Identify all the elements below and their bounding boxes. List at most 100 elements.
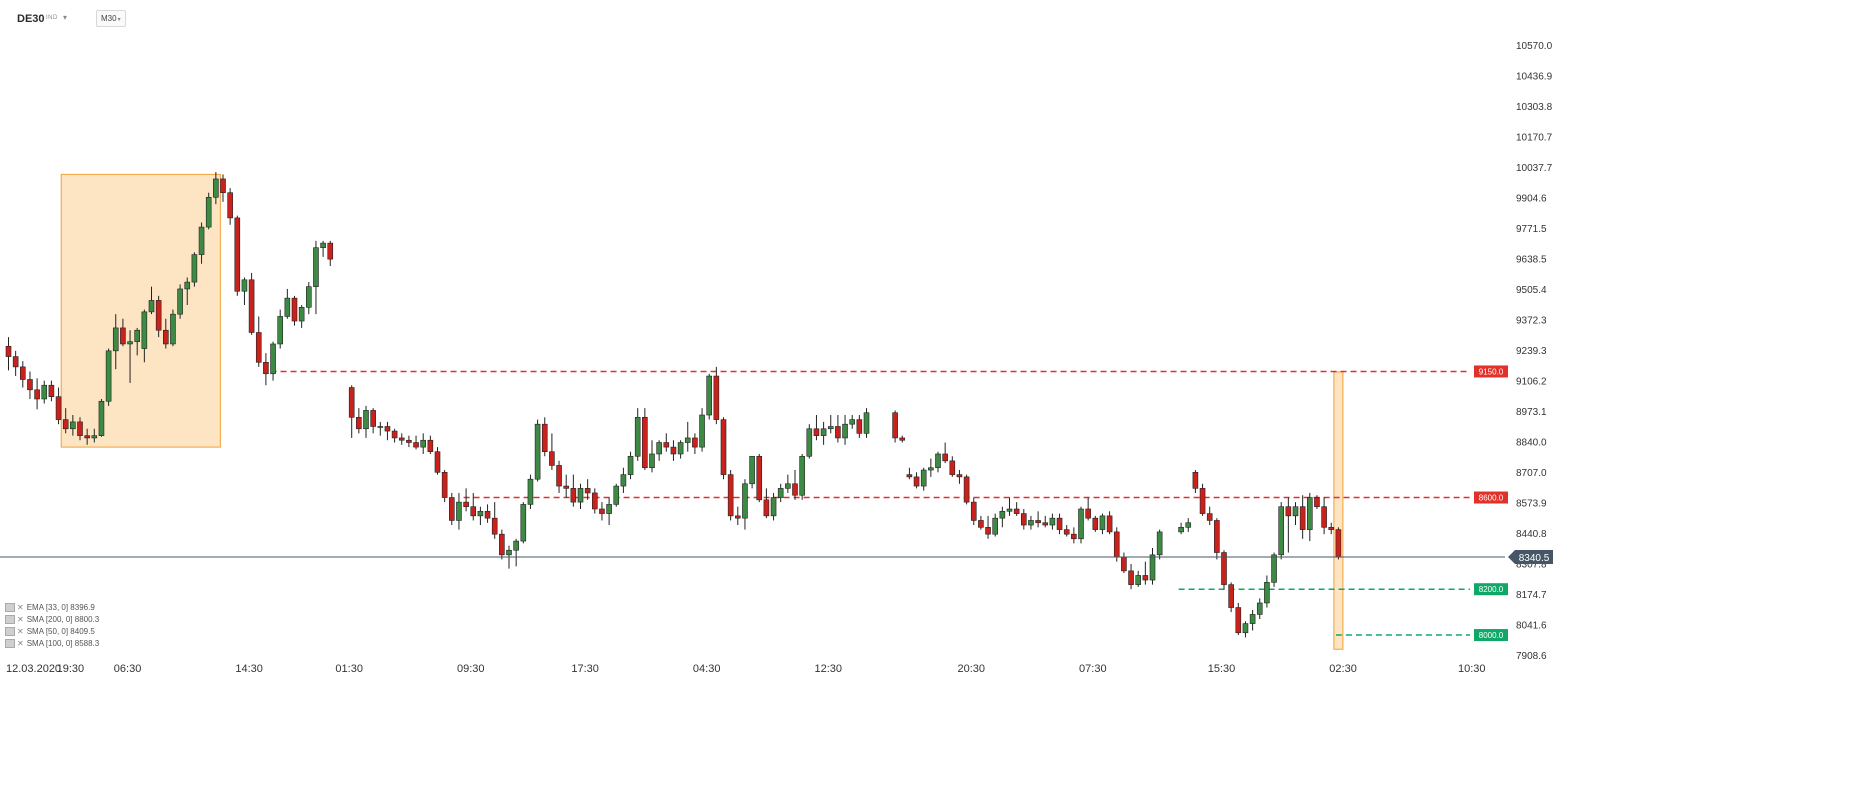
y-tick-label: 8973.1 xyxy=(1516,407,1547,418)
legend-close-icon[interactable]: ✕ xyxy=(17,639,24,648)
candle xyxy=(184,277,191,305)
y-tick-label: 8174.7 xyxy=(1516,590,1547,601)
x-tick-label: 12.03.2020 xyxy=(6,663,61,675)
legend-row-sma-100[interactable]: ✕ SMA [100, 0] 8588.3 xyxy=(5,638,99,650)
candle xyxy=(606,497,612,526)
level-tag-9150-0[interactable]: 9150.0 xyxy=(1474,365,1508,378)
candle xyxy=(813,415,820,441)
candle xyxy=(84,428,90,445)
candle-body xyxy=(692,437,698,448)
candle xyxy=(1092,515,1099,532)
candle xyxy=(720,417,727,480)
candle-body xyxy=(563,485,570,489)
y-tick-label: 10303.8 xyxy=(1516,102,1553,113)
candlestick-chart[interactable]: 10570.0 10436.9 10303.8 10170.7 10037.7 9904.… xyxy=(0,0,1563,680)
x-tick-label: 15:30 xyxy=(1208,663,1236,675)
candle-body xyxy=(320,242,326,248)
candle xyxy=(420,433,427,454)
candle xyxy=(727,470,734,521)
candle xyxy=(770,492,777,521)
legend-row-ema-33[interactable]: ✕ EMA [33, 0] 8396.9 xyxy=(5,602,99,614)
candle xyxy=(584,479,591,500)
legend-label: SMA [50, 0] xyxy=(26,627,69,636)
x-tick-label: 14:30 xyxy=(235,663,263,675)
candle-body xyxy=(985,527,991,535)
candle xyxy=(1006,497,1013,516)
candle xyxy=(5,337,12,371)
candle-body xyxy=(1206,513,1213,521)
level-tag-label: 8200.0 xyxy=(1479,585,1504,594)
candle-body xyxy=(470,506,477,517)
candle-body xyxy=(456,501,462,521)
x-tick-label: 10:30 xyxy=(1458,663,1486,675)
candle-body xyxy=(227,192,233,219)
candle xyxy=(1156,529,1163,560)
legend-row-sma-200[interactable]: ✕ SMA [200, 0] 8800.3 xyxy=(5,614,99,626)
candle-body xyxy=(942,453,948,462)
timeframe-selector[interactable]: M30▾ xyxy=(96,10,126,27)
x-tick-label: 19:30 xyxy=(57,663,85,675)
legend-settings-icon[interactable] xyxy=(5,627,15,637)
y-tick-label: 8041.6 xyxy=(1516,621,1547,632)
candle-body xyxy=(727,474,734,517)
candle xyxy=(441,470,448,503)
candle xyxy=(1142,561,1149,585)
candle xyxy=(1328,522,1335,535)
candle xyxy=(942,442,948,464)
candle-body xyxy=(670,446,677,455)
legend-close-icon[interactable]: ✕ xyxy=(17,603,24,612)
candle xyxy=(234,215,241,296)
candle xyxy=(12,350,19,377)
legend-label: SMA [200, 0] xyxy=(26,615,73,624)
candle xyxy=(1099,513,1106,535)
candle xyxy=(1335,527,1342,560)
candle xyxy=(749,455,755,489)
level-tag-8200-0[interactable]: 8200.0 xyxy=(1474,583,1508,596)
candle xyxy=(1185,518,1192,532)
candle xyxy=(677,440,684,459)
legend-value: 8396.9 xyxy=(70,603,95,612)
candle-body xyxy=(913,476,920,487)
candle-body xyxy=(963,476,970,503)
candle xyxy=(670,440,677,461)
candle-body xyxy=(491,517,498,535)
legend-settings-icon[interactable] xyxy=(5,615,15,625)
candle-body xyxy=(806,428,813,457)
candle-body xyxy=(856,419,863,434)
candle xyxy=(1292,502,1299,526)
candle-body xyxy=(577,488,584,503)
candle xyxy=(613,483,620,507)
candle-body xyxy=(19,366,26,380)
candle-body xyxy=(1228,584,1234,608)
level-tag-8000-0[interactable]: 8000.0 xyxy=(1474,629,1508,642)
candle xyxy=(27,371,33,399)
candle-body xyxy=(1292,506,1299,517)
candle xyxy=(127,330,133,383)
candle xyxy=(913,472,920,489)
candle xyxy=(1128,563,1134,590)
indicator-chevron-down-icon[interactable]: ▾ xyxy=(63,13,68,22)
symbol-label[interactable]: DE30 xyxy=(17,13,45,25)
candle-body xyxy=(313,247,319,287)
candle-body xyxy=(363,410,369,430)
highlight-zone-2 xyxy=(1333,371,1344,650)
candle-body xyxy=(291,297,298,322)
candle xyxy=(1035,511,1041,528)
candle xyxy=(1192,470,1199,493)
candle xyxy=(1049,513,1056,530)
candle xyxy=(284,288,291,319)
legend-row-sma-50[interactable]: ✕ SMA [50, 0] 8409.5 xyxy=(5,626,99,638)
legend-close-icon[interactable]: ✕ xyxy=(17,615,24,624)
legend-settings-icon[interactable] xyxy=(5,603,15,613)
candle xyxy=(699,408,705,452)
legend-close-icon[interactable]: ✕ xyxy=(17,627,24,636)
indicator-button[interactable]: IND xyxy=(46,15,58,21)
candle-body xyxy=(584,488,591,494)
candle-body xyxy=(177,288,183,315)
level-tag-bg xyxy=(1474,583,1508,596)
candle-body xyxy=(477,510,484,517)
level-tag-8600-0[interactable]: 8600.0 xyxy=(1474,491,1508,504)
legend-settings-icon[interactable] xyxy=(5,639,15,649)
candle xyxy=(920,467,927,491)
candle xyxy=(663,433,670,452)
